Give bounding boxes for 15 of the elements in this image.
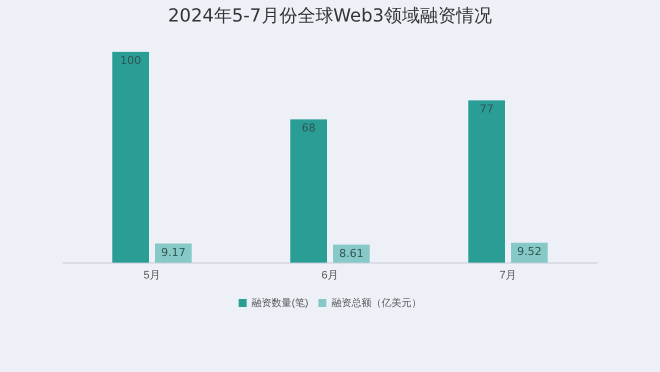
legend-label: 融资总额（亿美元） xyxy=(331,296,422,309)
bar xyxy=(468,100,506,263)
x-tick-label: 5月 xyxy=(143,269,161,282)
data-label: 68 xyxy=(302,122,316,135)
bar xyxy=(290,119,328,263)
x-tick-label: 7月 xyxy=(499,269,517,282)
data-label: 8.61 xyxy=(339,246,364,260)
chart-title: 2024年5-7月份全球Web3领域融资情况 xyxy=(168,5,492,26)
legend-label: 融资数量(笔) xyxy=(252,296,308,309)
bar xyxy=(112,52,150,263)
data-label: 100 xyxy=(120,54,142,68)
x-tick-label: 6月 xyxy=(321,269,339,282)
data-label: 9.52 xyxy=(517,245,542,258)
data-label: 77 xyxy=(480,102,494,116)
data-label: 9.17 xyxy=(161,246,186,259)
